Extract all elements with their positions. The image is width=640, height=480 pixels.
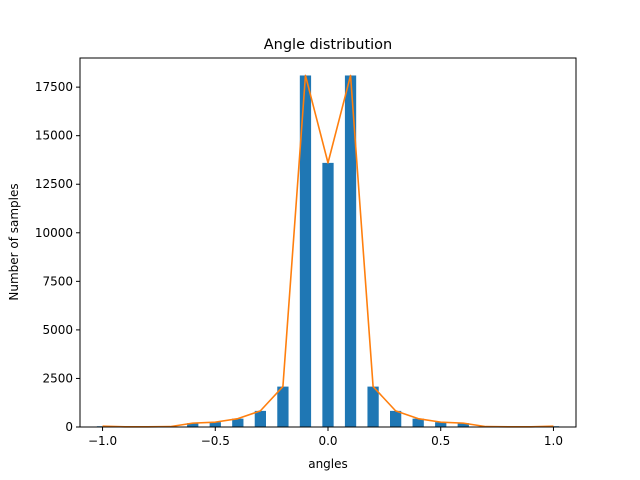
bar-series — [96, 75, 560, 428]
y-tick-label: 17500 — [35, 80, 73, 94]
x-tick-label: −1.0 — [88, 434, 117, 448]
bar — [299, 75, 312, 428]
bar — [232, 418, 244, 427]
bar — [277, 386, 289, 427]
x-axis: −1.0 −0.5 0.0 0.5 1.0 — [88, 427, 563, 448]
y-tick-label: 7500 — [42, 274, 73, 288]
bar — [322, 162, 334, 427]
y-axis-label: Number of samples — [7, 183, 21, 300]
y-tick-label: 10000 — [35, 226, 73, 240]
bar — [390, 410, 402, 427]
x-tick-label: 1.0 — [544, 434, 563, 448]
series-line — [102, 74, 554, 428]
chart-title: Angle distribution — [264, 37, 393, 53]
y-tick-label: 2500 — [42, 371, 73, 385]
x-tick-label: 0.0 — [318, 434, 337, 448]
y-axis: 0 2500 5000 7500 10000 12500 15000 17500 — [35, 80, 80, 434]
line-series — [102, 74, 554, 428]
y-tick-label: 12500 — [35, 177, 73, 191]
bar — [187, 423, 199, 427]
bar — [344, 75, 357, 428]
bar — [209, 422, 221, 427]
bar — [367, 386, 379, 427]
x-axis-label: angles — [308, 457, 348, 471]
x-tick-label: −0.5 — [201, 434, 230, 448]
bar — [254, 410, 266, 427]
y-tick-label: 15000 — [35, 129, 73, 143]
y-tick-label: 0 — [65, 420, 73, 434]
y-tick-label: 5000 — [42, 323, 73, 337]
bar — [412, 418, 424, 427]
bar — [435, 422, 447, 427]
x-tick-label: 0.5 — [431, 434, 450, 448]
bar — [457, 423, 469, 427]
